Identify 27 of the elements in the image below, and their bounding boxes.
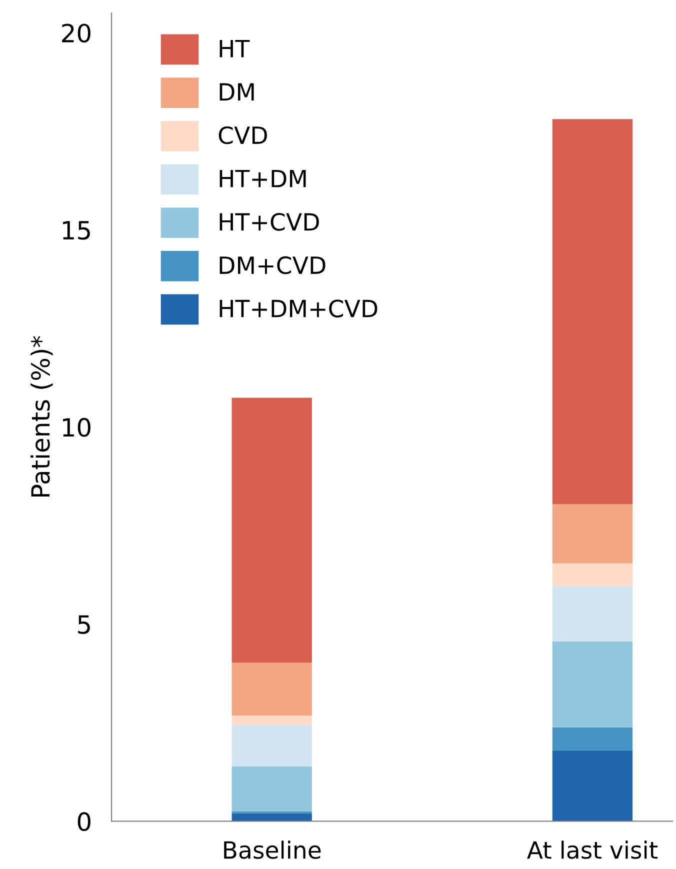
- bar: [552, 586, 633, 642]
- bar: [552, 119, 633, 504]
- legend-label: DM+CVD: [220, 256, 326, 274]
- bar: [232, 724, 312, 766]
- bar: [552, 750, 633, 822]
- x-tick-label: At last visit: [527, 840, 658, 859]
- y-tick-label: 10: [63, 418, 90, 437]
- legend-label: HT+CVD: [220, 212, 319, 231]
- bar: [552, 641, 633, 728]
- y-tick-label: 20: [62, 24, 90, 43]
- bar: [552, 563, 633, 586]
- legend-label: HT+DM: [220, 170, 306, 188]
- y-tick-label: 5: [78, 615, 90, 634]
- bar: [552, 504, 633, 564]
- y-tick-label: 15: [63, 221, 90, 240]
- y-axis-title: Patients (%)*: [30, 336, 53, 497]
- bar: [232, 398, 312, 663]
- bar: [232, 766, 312, 812]
- bar: [232, 662, 312, 716]
- legend-label: HT: [220, 40, 250, 58]
- bar: [232, 716, 312, 725]
- legend-label: CVD: [218, 126, 267, 144]
- legend-label: DM: [220, 83, 254, 101]
- x-tick-label: Baseline: [224, 840, 321, 859]
- legend-label: HT+DM+CVD: [220, 300, 378, 318]
- bar: [552, 727, 633, 750]
- y-tick-label: 0: [78, 812, 90, 832]
